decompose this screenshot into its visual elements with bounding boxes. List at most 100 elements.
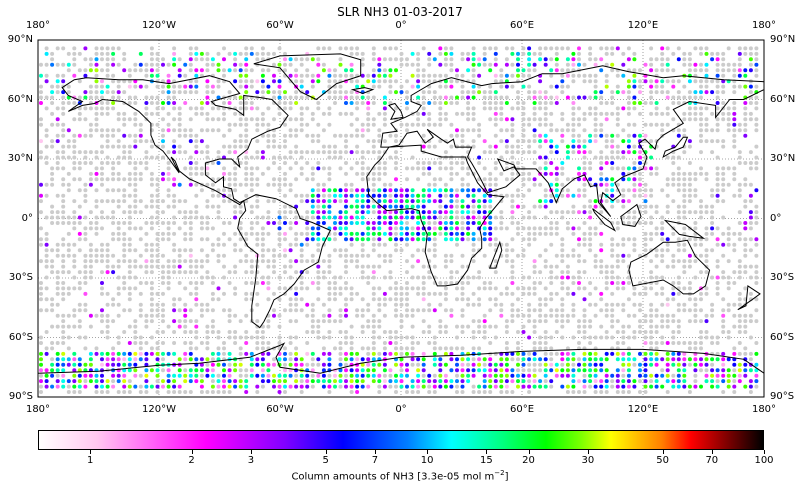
- data-point: [272, 264, 276, 269]
- data-point: [72, 150, 77, 155]
- data-point: [294, 215, 299, 220]
- data-point: [710, 275, 715, 280]
- data-point: [277, 237, 282, 242]
- data-point: [660, 341, 665, 345]
- data-point: [671, 373, 676, 378]
- data-point: [399, 248, 404, 253]
- data-point: [155, 199, 160, 204]
- data-point: [571, 281, 576, 285]
- data-point: [277, 79, 282, 84]
- data-point: [66, 90, 71, 95]
- data-point: [427, 79, 432, 84]
- data-point: [377, 57, 382, 62]
- data-point: [527, 57, 532, 62]
- data-point: [510, 281, 515, 285]
- data-point: [310, 259, 315, 264]
- data-point: [682, 368, 687, 373]
- data-point: [726, 275, 731, 280]
- data-point: [527, 242, 532, 247]
- data-point: [460, 390, 465, 394]
- data-point: [205, 150, 210, 155]
- data-point: [244, 259, 249, 264]
- data-point: [233, 62, 238, 67]
- data-point: [333, 346, 337, 351]
- data-point: [349, 150, 354, 155]
- data-point: [371, 351, 376, 356]
- data-point: [399, 122, 404, 127]
- data-point: [748, 221, 753, 225]
- data-point: [83, 231, 88, 236]
- data-point: [615, 259, 620, 264]
- data-point: [44, 237, 49, 242]
- data-point: [565, 144, 570, 149]
- data-point: [210, 248, 215, 253]
- data-point: [277, 357, 282, 362]
- data-point: [532, 324, 537, 329]
- data-point: [643, 210, 648, 215]
- data-point: [554, 177, 559, 182]
- data-point: [538, 384, 543, 389]
- data-point: [527, 384, 532, 389]
- data-point: [55, 324, 60, 329]
- data-point: [410, 231, 415, 236]
- data-point: [388, 384, 393, 389]
- data-point: [227, 150, 232, 155]
- data-point: [316, 231, 321, 236]
- data-point: [504, 177, 509, 182]
- data-point: [455, 68, 459, 73]
- data-point: [604, 199, 609, 204]
- data-point: [133, 319, 138, 324]
- data-point: [155, 341, 160, 345]
- data-point: [61, 291, 66, 296]
- data-point: [394, 46, 398, 51]
- data-point: [737, 51, 742, 56]
- data-point: [687, 281, 692, 285]
- data-point: [643, 341, 648, 345]
- data-point: [366, 95, 371, 100]
- data-point: [333, 281, 337, 285]
- data-point: [394, 166, 398, 171]
- data-point: [527, 237, 532, 242]
- data-point: [687, 346, 692, 351]
- data-point: [382, 330, 387, 334]
- data-point: [272, 373, 276, 378]
- data-point: [216, 253, 221, 258]
- data-point: [527, 139, 532, 144]
- data-point: [133, 357, 138, 362]
- data-point: [599, 128, 604, 133]
- data-point: [100, 270, 104, 275]
- data-point: [122, 286, 127, 291]
- data-point: [599, 291, 604, 296]
- data-point: [649, 57, 654, 62]
- data-point: [283, 193, 287, 198]
- data-point: [122, 90, 127, 95]
- data-point: [715, 242, 720, 247]
- data-point: [260, 379, 265, 384]
- data-point: [249, 188, 254, 193]
- data-point: [671, 341, 676, 345]
- data-point: [133, 226, 138, 231]
- data-point: [482, 139, 487, 144]
- data-point: [39, 341, 43, 345]
- data-point: [272, 117, 276, 122]
- data-point: [538, 199, 543, 204]
- data-point: [455, 101, 459, 105]
- data-point: [676, 368, 681, 373]
- data-point: [50, 57, 55, 62]
- data-point: [83, 253, 88, 258]
- data-point: [360, 357, 365, 362]
- data-point: [77, 368, 82, 373]
- data-point: [754, 57, 759, 62]
- data-point: [732, 362, 737, 367]
- data-point: [416, 95, 421, 100]
- data-point: [582, 177, 587, 182]
- data-point: [155, 101, 160, 105]
- data-point: [432, 346, 437, 351]
- data-point: [344, 330, 348, 334]
- data-point: [405, 259, 409, 264]
- data-point: [394, 281, 398, 285]
- data-point: [288, 73, 293, 78]
- data-point: [333, 101, 337, 105]
- data-point: [488, 341, 493, 345]
- data-point: [327, 286, 332, 291]
